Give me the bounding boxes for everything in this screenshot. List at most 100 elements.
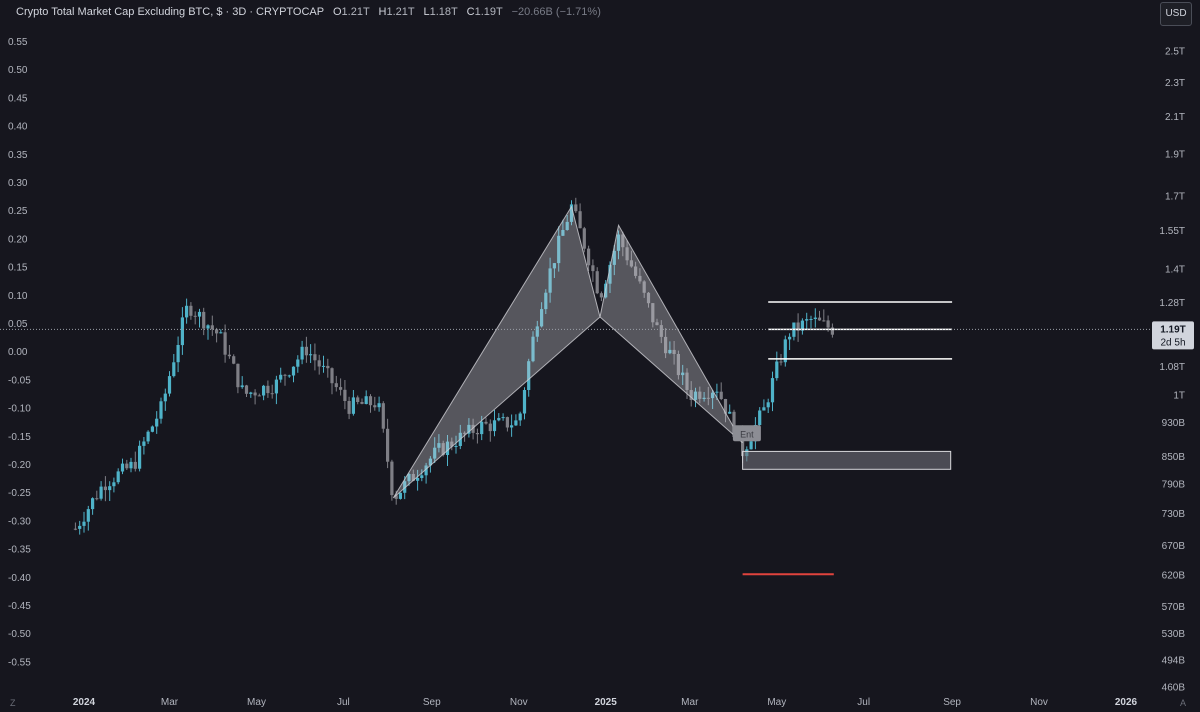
candle-body: [595, 271, 599, 294]
left-axis-tick-label: -0.25: [8, 488, 31, 499]
close-value: 1.19T: [474, 6, 503, 18]
candle-body: [805, 319, 809, 321]
auto-scale-button[interactable]: A: [1180, 698, 1187, 708]
candle-body: [488, 423, 492, 432]
candle-body: [480, 421, 484, 435]
left-axis-tick-label: 0.40: [8, 122, 28, 133]
left-axis-tick-label: 0.25: [8, 206, 28, 217]
candle-body: [779, 361, 783, 363]
candle-body: [287, 375, 291, 377]
candle-body: [364, 396, 368, 404]
candle-body: [176, 345, 180, 363]
candle-body: [347, 401, 351, 414]
candle-body: [291, 366, 296, 376]
candle-body: [129, 461, 133, 469]
candle-body: [202, 311, 206, 329]
candle-body: [373, 405, 377, 408]
entry-label-text: Ent: [740, 429, 754, 439]
candle-body: [510, 425, 514, 428]
x-axis-tick-label: Mar: [681, 697, 699, 708]
candle-body: [223, 332, 227, 355]
candle-body: [445, 441, 450, 455]
candle-body: [728, 411, 732, 414]
last-price-label: 1.19T: [1160, 324, 1186, 335]
candle-body: [334, 383, 338, 388]
candle-body: [676, 354, 680, 376]
left-axis-tick-label: -0.50: [8, 629, 31, 640]
x-axis-tick-label: Nov: [510, 697, 528, 708]
candle-body: [531, 336, 535, 362]
candle-body: [270, 393, 274, 395]
candle-body: [552, 263, 556, 269]
candle-body: [368, 396, 373, 406]
chart-legend: Crypto Total Market Cap Excluding BTC, $…: [16, 6, 601, 18]
candle-body: [172, 362, 176, 377]
candle-body: [300, 346, 304, 360]
candle-body: [732, 411, 736, 437]
candle-body: [219, 332, 223, 334]
candle-body: [125, 463, 129, 469]
candle-body: [420, 475, 424, 478]
candle-body: [826, 320, 830, 328]
candle-body: [817, 317, 822, 321]
currency-button[interactable]: USD: [1160, 2, 1192, 26]
left-axis-tick-label: -0.30: [8, 516, 31, 527]
candle-body: [758, 410, 762, 425]
candle-body: [672, 349, 676, 354]
candle-body: [723, 399, 728, 414]
candle-body: [693, 391, 698, 400]
low-value: 1.18T: [429, 6, 458, 18]
right-axis-tick-label: 2.5T: [1165, 47, 1185, 58]
x-axis-tick-label: Jul: [337, 697, 350, 708]
candle-body: [830, 327, 834, 335]
candle-body: [638, 275, 642, 282]
right-axis-tick-label: 670B: [1162, 541, 1186, 552]
candle-body: [193, 315, 197, 317]
candle-body: [441, 443, 445, 455]
left-axis-tick-label: -0.40: [8, 573, 31, 584]
right-axis-tick-label: 1.55T: [1159, 226, 1185, 237]
low-label: L: [423, 6, 430, 18]
candle-body: [339, 387, 343, 390]
left-axis-tick-label: 0.15: [8, 263, 28, 274]
x-axis-tick-label: Mar: [161, 697, 179, 708]
candle-body: [514, 420, 518, 426]
symbol-title[interactable]: Crypto Total Market Cap Excluding BTC, $…: [16, 6, 324, 18]
candle-body: [766, 402, 770, 408]
candle-body: [232, 356, 236, 364]
candle-body: [809, 319, 813, 320]
candle-body: [608, 264, 612, 284]
candle-body: [582, 228, 586, 249]
candle-body: [82, 521, 86, 526]
candle-body: [749, 441, 753, 450]
candle-body: [557, 235, 561, 264]
candles-group: [73, 197, 834, 535]
x-axis-tick-label: May: [767, 697, 786, 708]
candle-body: [398, 492, 402, 499]
candle-body: [625, 247, 629, 261]
candle-body: [501, 417, 505, 419]
candle-body: [283, 374, 287, 376]
candle-body: [163, 393, 167, 402]
left-axis-tick-label: 0.10: [8, 291, 28, 302]
candle-body: [304, 346, 308, 356]
candle-body: [428, 458, 432, 466]
candle-body: [394, 495, 398, 499]
candle-body: [167, 376, 172, 394]
candle-body: [548, 268, 552, 293]
right-axis-tick-label: 460B: [1162, 683, 1186, 694]
candle-body: [651, 303, 655, 323]
left-corner-marker[interactable]: Z: [10, 698, 16, 708]
candle-body: [621, 234, 625, 248]
candle-body: [642, 281, 646, 293]
left-axis-tick-label: 0.20: [8, 234, 28, 245]
candle-body: [822, 320, 826, 322]
candle-body: [616, 234, 621, 251]
candle-body: [313, 354, 317, 361]
candle-body: [587, 248, 591, 266]
right-axis-tick-label: 790B: [1162, 479, 1186, 490]
candle-body: [463, 432, 467, 434]
left-axis-tick-label: 0.50: [8, 65, 28, 76]
